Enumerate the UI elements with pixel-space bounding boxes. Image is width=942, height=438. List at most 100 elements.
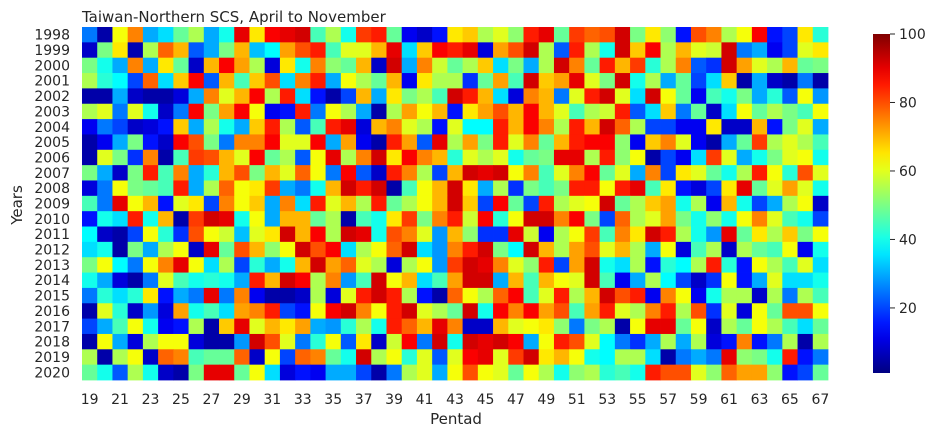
- heatmap-cell: [356, 165, 372, 181]
- heatmap-cell: [325, 272, 342, 289]
- heatmap-cell: [416, 241, 433, 258]
- heatmap-cell: [782, 364, 798, 381]
- heatmap-cell: [264, 211, 281, 227]
- heatmap-cell: [432, 226, 448, 243]
- heatmap-cell: [477, 42, 494, 59]
- heatmap-cell: [477, 333, 494, 350]
- heatmap-cell: [173, 42, 189, 59]
- heatmap-cell: [569, 57, 585, 74]
- heatmap-cell: [264, 303, 281, 320]
- heatmap-cell: [401, 303, 418, 320]
- heatmap-cell: [630, 195, 646, 212]
- heatmap-cell: [432, 195, 448, 212]
- heatmap-cell: [340, 303, 357, 320]
- heatmap-cell: [523, 180, 540, 197]
- heatmap-cell: [675, 272, 692, 289]
- heatmap-cell: [188, 42, 205, 59]
- heatmap-cell: [416, 318, 433, 335]
- heatmap-cell: [219, 333, 235, 350]
- heatmap-cell: [188, 349, 205, 366]
- heatmap-cell: [614, 333, 631, 350]
- heatmap-cell: [508, 165, 524, 181]
- heatmap-cell: [112, 257, 129, 273]
- year-tick-label: 2013: [34, 258, 70, 274]
- heatmap-cell: [249, 134, 266, 151]
- heatmap-cell: [645, 103, 661, 120]
- heatmap-cell: [706, 211, 722, 227]
- heatmap-cell: [721, 180, 738, 197]
- heatmap-cell: [295, 287, 311, 304]
- heatmap-cell: [721, 119, 738, 135]
- heatmap-cell: [142, 180, 159, 197]
- heatmap-cell: [690, 211, 707, 227]
- heatmap-cell: [340, 272, 357, 289]
- heatmap-cell: [462, 272, 479, 289]
- year-tick-label: 2016: [34, 304, 70, 320]
- heatmap-cell: [782, 333, 798, 350]
- heatmap-cell: [553, 257, 570, 273]
- heatmap-cell: [447, 73, 464, 89]
- heatmap-cell: [660, 303, 677, 320]
- heatmap-cell: [356, 349, 372, 366]
- heatmap-cell: [721, 287, 738, 304]
- heatmap-cell: [127, 226, 144, 243]
- heatmap-cell: [295, 257, 311, 273]
- heatmap-cell: [173, 241, 189, 258]
- heatmap-cell: [736, 134, 753, 151]
- heatmap-cell: [782, 57, 798, 74]
- heatmap-cell: [127, 134, 144, 151]
- heatmap-cell: [188, 73, 205, 89]
- heatmap-cell: [279, 303, 296, 320]
- heatmap-cell: [432, 165, 448, 181]
- heatmap-cell: [188, 57, 205, 74]
- heatmap-cell: [219, 241, 235, 258]
- heatmap-cell: [675, 226, 692, 243]
- heatmap-cell: [401, 103, 418, 120]
- heatmap-cell: [401, 165, 418, 181]
- heatmap-cell: [569, 149, 585, 166]
- heatmap-cell: [340, 165, 357, 181]
- heatmap-cell: [82, 211, 98, 227]
- heatmap-cell: [249, 195, 266, 212]
- heatmap-cell: [706, 287, 722, 304]
- heatmap-cell: [356, 149, 372, 166]
- heatmap-cell: [279, 103, 296, 120]
- heatmap-cell: [432, 180, 448, 197]
- heatmap-cell: [127, 257, 144, 273]
- heatmap-cell: [553, 318, 570, 335]
- heatmap-cell: [493, 272, 509, 289]
- heatmap-cell: [279, 241, 296, 258]
- heatmap-cell: [295, 119, 311, 135]
- heatmap-cell: [538, 88, 555, 105]
- heatmap-cell: [203, 73, 220, 89]
- heatmap-cell: [706, 119, 722, 135]
- heatmap-cell: [538, 57, 555, 74]
- year-tick-label: 2005: [34, 135, 70, 151]
- heatmap-cell: [97, 349, 113, 366]
- heatmap-cell: [219, 226, 235, 243]
- heatmap-cell: [767, 364, 783, 381]
- heatmap-cell: [340, 88, 357, 105]
- heatmap-cell: [569, 241, 585, 258]
- heatmap-cell: [249, 349, 266, 366]
- heatmap-cell: [660, 73, 677, 89]
- heatmap-cell: [264, 27, 281, 43]
- heatmap-cell: [569, 226, 585, 243]
- heatmap-cell: [279, 57, 296, 74]
- year-tick-label: 2002: [34, 89, 70, 105]
- heatmap-cell: [127, 211, 144, 227]
- year-tick-label: 2009: [34, 197, 70, 213]
- heatmap-cell: [508, 88, 524, 105]
- heatmap-cell: [249, 27, 266, 43]
- heatmap-cell: [97, 195, 113, 212]
- heatmap-cell: [812, 134, 829, 151]
- heatmap-cell: [325, 318, 342, 335]
- heatmap-cell: [158, 226, 174, 243]
- heatmap-cell: [219, 73, 235, 89]
- heatmap-cell: [127, 287, 144, 304]
- heatmap-cell: [386, 165, 403, 181]
- heatmap-cell: [675, 165, 692, 181]
- heatmap-cell: [538, 257, 555, 273]
- pentad-tick-label: 65: [781, 392, 799, 408]
- heatmap-cell: [736, 88, 753, 105]
